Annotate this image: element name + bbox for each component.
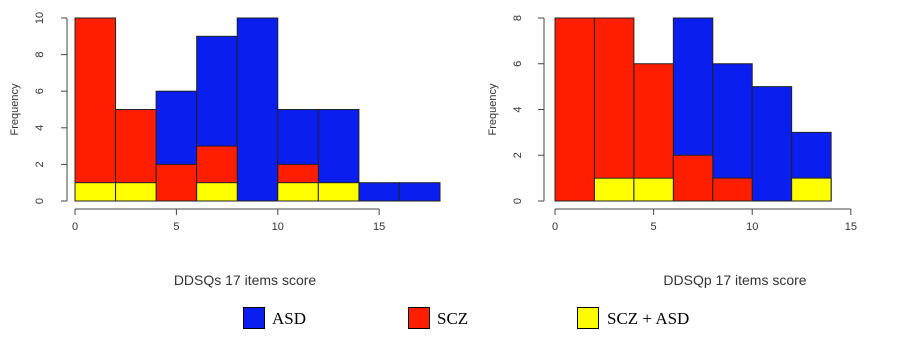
y-tick-label-8: 8 <box>512 15 524 21</box>
x-tick-label-0: 0 <box>552 221 558 233</box>
ddsqs-histogram-panel: 0 5 10 15 0 2 4 6 8 10 DDSQs 17 items score Frequen… <box>9 12 441 288</box>
y-tick-label-6: 6 <box>512 61 524 67</box>
bar-scz-asd-bin-6 <box>791 177 832 202</box>
y-tick-label-0: 0 <box>34 198 46 204</box>
x-tick-label-10: 10 <box>746 221 758 233</box>
bar-scz-asd-bin-6 <box>317 182 360 202</box>
ddsqp-histogram-panel: 0 5 10 15 0 2 4 6 8 DDSQp 17 items score Frequency <box>487 15 857 288</box>
bar-scz-asd-bin-5 <box>277 182 319 202</box>
y-tick-label-10: 10 <box>34 12 46 24</box>
y-tick-label-8: 8 <box>34 52 46 58</box>
y-tick-label-2: 2 <box>34 161 46 167</box>
x-axis-title: DDSQs 17 items score <box>174 272 317 288</box>
bar-asd-bin-5 <box>751 86 793 202</box>
y-tick-label-0: 0 <box>512 198 524 204</box>
y-axis-title: Frequency <box>9 83 21 135</box>
bar-scz-asd-bin-1 <box>115 182 157 202</box>
y-tick-label-4: 4 <box>512 106 524 112</box>
bar-scz-bin-2 <box>155 163 198 202</box>
x-tick-label-0: 0 <box>72 221 78 233</box>
x-tick-label-5: 5 <box>173 221 179 233</box>
bar-scz-asd-bin-1 <box>593 177 635 202</box>
bar-scz-asd-bin-0 <box>74 182 117 202</box>
bar-scz-bin-3 <box>672 154 714 202</box>
bar-scz-asd-bin-2 <box>633 177 674 202</box>
y-axis-title: Frequency <box>487 83 499 135</box>
bar-scz-bin-4 <box>712 177 753 202</box>
x-axis-title: DDSQp 17 items score <box>663 272 806 288</box>
x-tick-label-15: 15 <box>845 221 857 233</box>
bar-scz-asd-bin-3 <box>196 182 238 202</box>
y-tick-label-2: 2 <box>512 152 524 158</box>
y-tick-label-6: 6 <box>34 88 46 94</box>
x-tick-label-15: 15 <box>373 221 385 233</box>
x-tick-label-10: 10 <box>272 221 284 233</box>
bar-asd-bin-7 <box>358 182 400 202</box>
bar-scz-bin-0 <box>554 17 595 202</box>
bar-asd-bin-4 <box>236 17 279 202</box>
bar-scz-bin-1 <box>593 17 635 202</box>
x-tick-label-5: 5 <box>651 221 657 233</box>
y-tick-label-4: 4 <box>34 125 46 131</box>
bar-asd-bin-8 <box>398 182 441 202</box>
bar-scz-bin-0 <box>74 17 117 202</box>
